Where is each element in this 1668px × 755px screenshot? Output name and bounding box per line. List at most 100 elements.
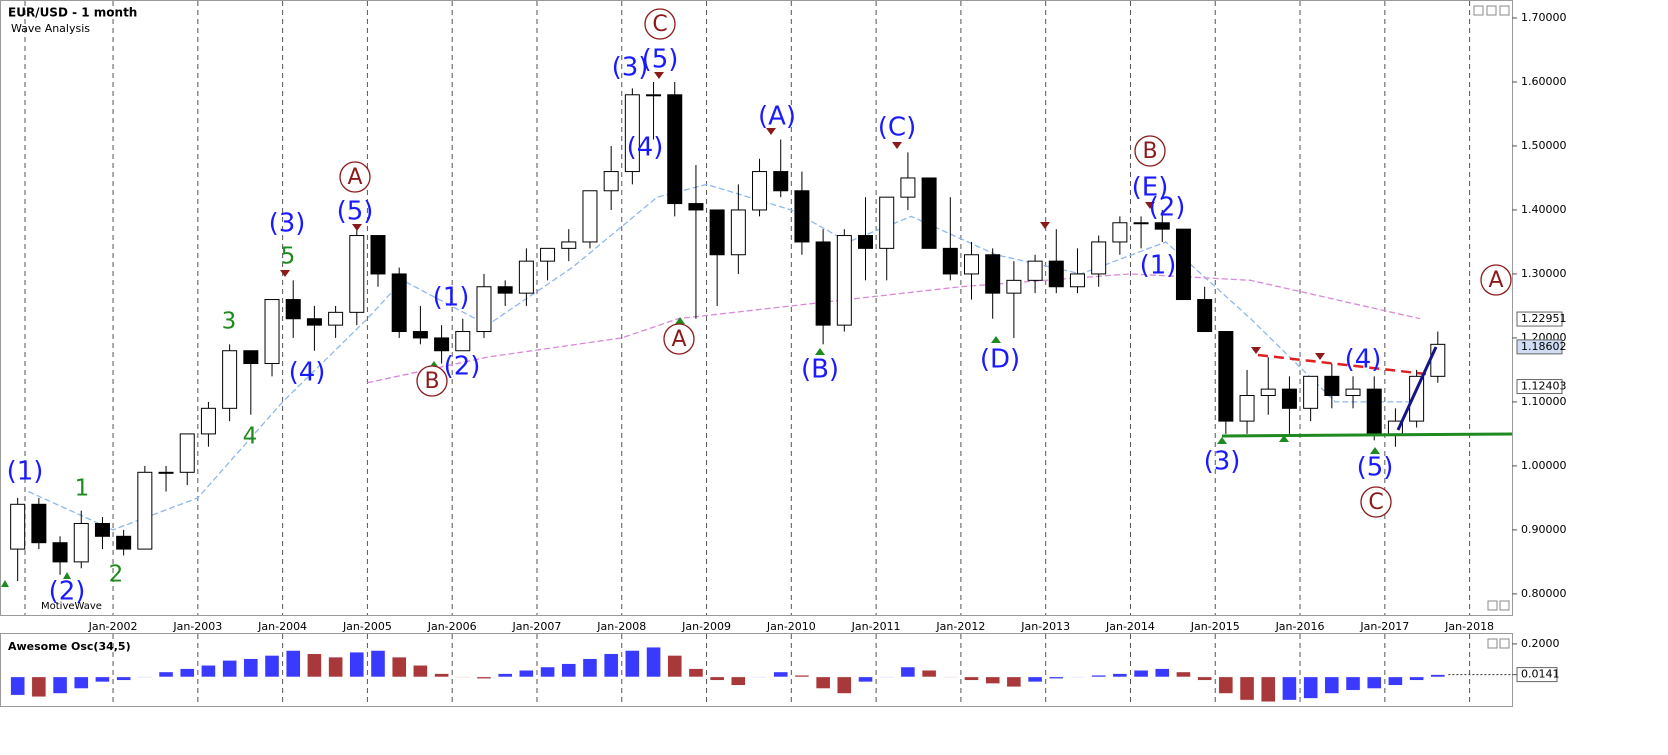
osc-bar	[1218, 676, 1234, 694]
price-label: 1.18602	[1521, 340, 1567, 353]
candle-body	[815, 241, 831, 326]
osc-bar	[603, 653, 619, 678]
candle-body	[624, 94, 640, 173]
icon[interactable]	[1473, 5, 1484, 16]
icon[interactable]	[1499, 5, 1510, 16]
candle-body	[582, 190, 598, 243]
candle-body	[1069, 273, 1085, 288]
candle-body	[1409, 375, 1425, 422]
candle-body	[540, 247, 556, 262]
grid	[112, 1, 1471, 706]
candle-body	[412, 331, 428, 339]
wave-label: (5)	[642, 45, 679, 75]
osc-bar	[1091, 675, 1106, 678]
wave-label: (2)	[49, 577, 86, 607]
oscillator-bars	[10, 647, 1446, 702]
x-tick-label: Jan-2014	[1105, 620, 1155, 633]
osc-bar	[709, 676, 725, 681]
candle-body	[285, 299, 301, 320]
candle-body	[603, 171, 619, 192]
chart-subtitle: Wave Analysis	[11, 22, 90, 35]
wave-label: (3)	[269, 209, 306, 239]
osc-bar	[815, 676, 831, 689]
osc-bar	[1133, 670, 1149, 678]
osc-bar	[455, 676, 470, 678]
candle-body	[1260, 388, 1276, 397]
pivot-high	[766, 128, 776, 135]
icon[interactable]	[1487, 638, 1498, 649]
y-tick-label: 0.2000	[1521, 637, 1560, 650]
wave-label: 5	[281, 244, 296, 270]
candle-body	[328, 311, 344, 326]
candle-body	[10, 503, 26, 550]
moving-average	[28, 183, 1421, 531]
candle-body	[349, 235, 365, 313]
y-tick-label: 1.10000	[1521, 395, 1567, 408]
osc-bar	[180, 668, 195, 678]
x-tick-label: Jan-2012	[935, 620, 985, 633]
x-tick-label: Jan-2002	[88, 620, 138, 633]
icon[interactable]	[1487, 600, 1498, 611]
icon[interactable]	[1486, 5, 1497, 16]
wave-label: (1)	[7, 457, 44, 487]
price-label-box	[1516, 339, 1563, 355]
osc-bar	[286, 650, 301, 678]
candle-body	[73, 522, 89, 563]
osc-bar	[794, 675, 810, 678]
pivot-high	[654, 72, 664, 79]
wave-label: C	[1368, 490, 1383, 515]
x-tick-label: Jan-2005	[342, 620, 392, 633]
value-box	[1516, 667, 1558, 683]
osc-bar	[158, 671, 174, 678]
panel-icons[interactable]	[1473, 5, 1510, 649]
osc-bar	[625, 650, 640, 678]
price-label: 1.12403	[1521, 380, 1567, 393]
wave-label: A	[1488, 268, 1503, 293]
channel-line	[1396, 346, 1438, 431]
osc-bar	[116, 676, 131, 681]
candle-body	[243, 350, 259, 365]
wave-circle	[1480, 264, 1512, 296]
y-tick-label: 1.50000	[1521, 139, 1567, 152]
osc-bar	[434, 673, 449, 678]
pivot-low	[63, 572, 71, 579]
x-tick-label: Jan-2008	[596, 620, 646, 633]
osc-bar	[1239, 676, 1255, 701]
osc-bar	[1176, 671, 1191, 678]
x-tick-label: Jan-2011	[851, 620, 901, 633]
candle-body	[222, 350, 238, 409]
pivot-low	[991, 336, 1001, 343]
candle-body	[561, 241, 577, 249]
y-tick-label: 1.30000	[1521, 267, 1567, 280]
main-panel	[0, 0, 1513, 616]
pivot-high	[1145, 202, 1155, 209]
icon[interactable]	[1499, 638, 1510, 649]
candle-body	[921, 177, 937, 249]
osc-bar	[731, 676, 746, 686]
wave-label: (4)	[627, 133, 664, 163]
candle-body	[1175, 228, 1191, 301]
osc-bar	[1324, 676, 1340, 694]
osc-bar	[74, 676, 89, 689]
y-tick-label: 1.70000	[1521, 11, 1567, 24]
candle-body	[370, 235, 386, 275]
candle-body	[794, 190, 810, 243]
icon[interactable]	[1499, 600, 1510, 611]
price-label-box	[1516, 311, 1563, 327]
osc-bar	[540, 666, 555, 678]
wave-label: (2)	[1149, 193, 1186, 223]
support-line	[1221, 432, 1513, 438]
osc-bar	[1197, 676, 1212, 681]
candle-body	[1281, 388, 1297, 409]
x-tick-label: Jan-2007	[512, 620, 562, 633]
osc-bar	[943, 676, 958, 678]
osc-bar	[646, 647, 661, 678]
wave-circle	[644, 8, 676, 40]
candle-body	[306, 318, 322, 326]
candle-body	[646, 94, 662, 97]
candle-body	[963, 254, 979, 275]
wave-label: C	[652, 12, 667, 37]
candle-body	[900, 177, 916, 198]
